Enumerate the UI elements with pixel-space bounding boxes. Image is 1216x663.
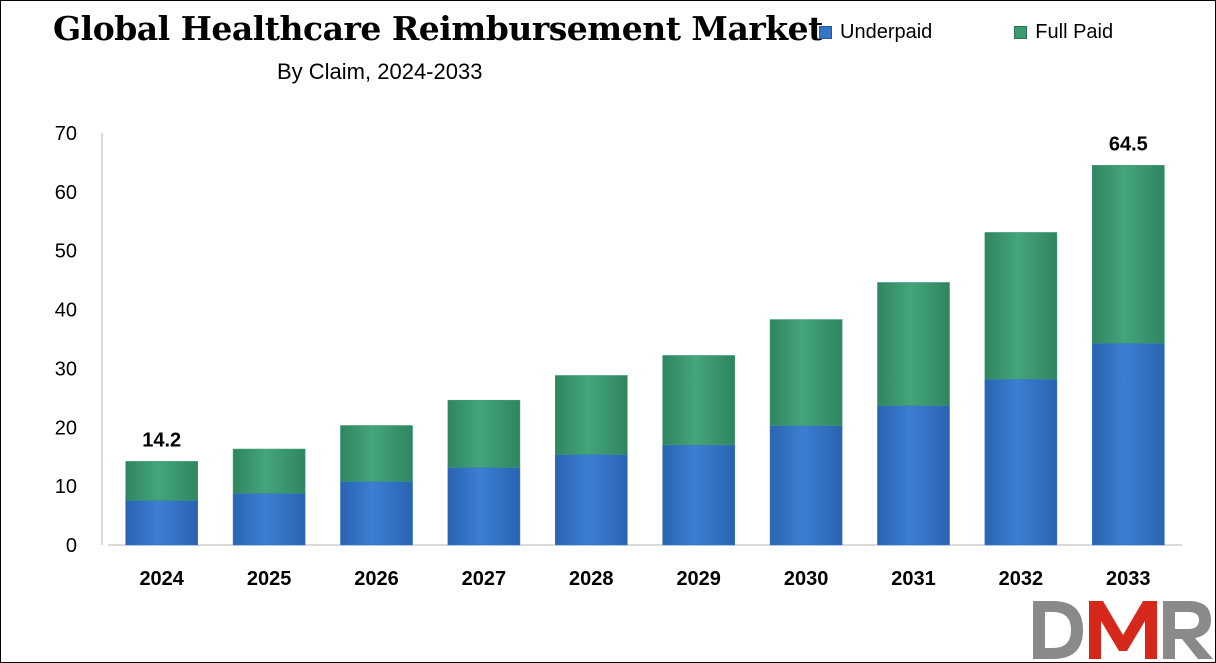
legend-item-underpaid: Underpaid [819, 21, 932, 44]
legend-label-underpaid: Underpaid [840, 21, 933, 43]
bar-segment-full-paid-2028 [554, 375, 628, 455]
x-tick-label: 2031 [891, 568, 936, 590]
x-tick-label: 2027 [462, 568, 507, 590]
y-tick-label: 20 [55, 417, 77, 439]
chart-legend: Underpaid Full Paid [819, 21, 1113, 44]
x-tick-label: 2029 [676, 568, 721, 590]
legend-item-full-paid: Full Paid [1014, 21, 1113, 44]
x-tick-label: 2024 [139, 568, 184, 590]
bar-segment-full-paid-2031 [877, 282, 950, 406]
bar-segment-underpaid-2025 [232, 492, 306, 546]
y-tick-label: 0 [66, 535, 77, 557]
x-tick-label: 2032 [999, 568, 1044, 590]
chart-subtitle: By Claim, 2024-2033 [277, 59, 483, 84]
y-tick-label: 30 [55, 358, 77, 380]
bar-segment-underpaid-2033 [1092, 342, 1165, 546]
logo-letter-d [1033, 601, 1083, 659]
data-label-2033: 64.5 [1109, 133, 1148, 155]
bar-segment-underpaid-2028 [554, 454, 628, 546]
chart-title: Global Healthcare Reimbursement Market [53, 9, 823, 48]
legend-swatch-full-paid [1014, 26, 1028, 39]
x-tick-label: 2033 [1106, 568, 1151, 590]
logo-letter-r [1163, 601, 1213, 659]
legend-label-full-paid: Full Paid [1035, 21, 1114, 43]
bar-segment-underpaid-2029 [662, 444, 736, 546]
y-tick-label: 40 [55, 300, 77, 322]
bar-segment-full-paid-2026 [340, 425, 413, 482]
dmr-logo [1033, 601, 1213, 659]
bar-segment-underpaid-2032 [984, 378, 1058, 546]
bar-segment-underpaid-2024 [125, 499, 198, 546]
bar-segment-underpaid-2031 [877, 405, 950, 546]
data-label-2024: 14.2 [142, 429, 181, 451]
y-tick-label: 70 [55, 123, 77, 145]
logo-letter-m [1089, 601, 1157, 659]
bar-segment-full-paid-2029 [662, 355, 736, 446]
bar-segment-full-paid-2024 [125, 461, 198, 501]
y-tick-label: 60 [55, 182, 77, 204]
x-tick-label: 2030 [784, 568, 829, 590]
bar-segment-full-paid-2030 [769, 319, 843, 426]
bar-segment-full-paid-2032 [984, 232, 1058, 380]
x-tick-label: 2025 [247, 568, 292, 590]
bar-segment-underpaid-2026 [340, 481, 413, 546]
bar-segment-underpaid-2027 [447, 467, 521, 546]
x-tick-label: 2026 [354, 568, 399, 590]
y-tick-label: 50 [55, 241, 77, 263]
bar-segment-full-paid-2033 [1092, 165, 1165, 344]
bar-segment-underpaid-2030 [769, 425, 843, 546]
y-tick-label: 10 [55, 476, 77, 498]
bar-segment-full-paid-2025 [232, 448, 306, 494]
bar-segment-full-paid-2027 [447, 399, 521, 468]
x-tick-label: 2028 [569, 568, 614, 590]
legend-swatch-underpaid [819, 26, 832, 39]
